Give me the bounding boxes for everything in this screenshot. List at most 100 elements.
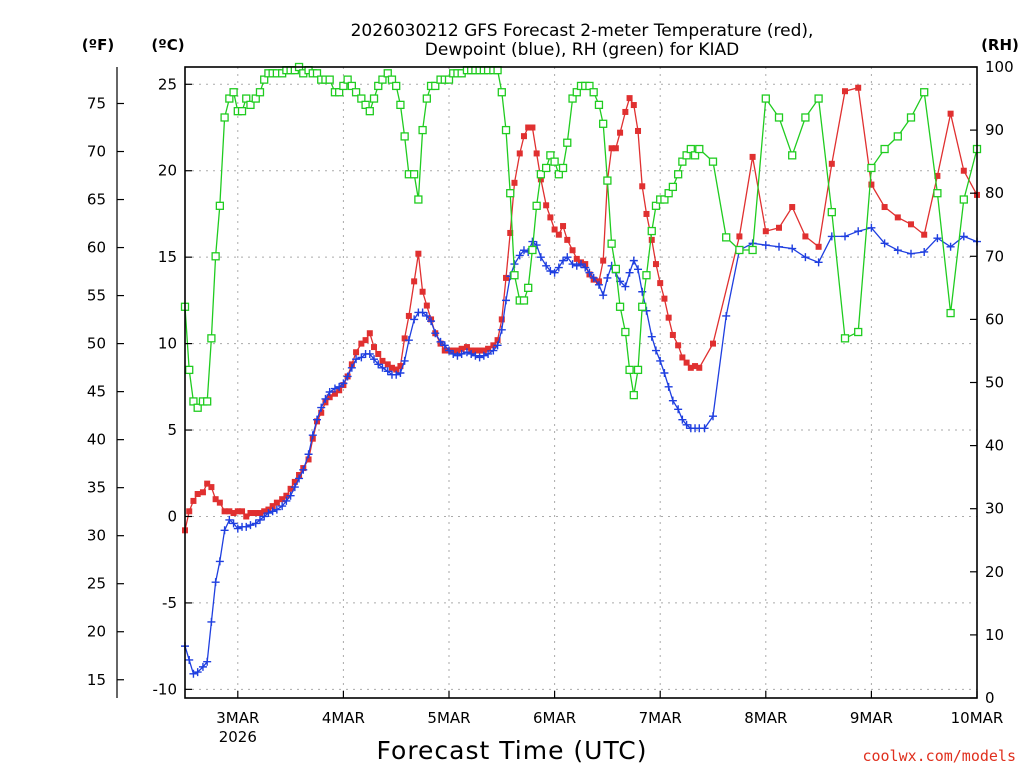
dewpoint-point bbox=[255, 515, 264, 524]
dewpoint-point bbox=[761, 241, 770, 250]
fahrenheit-tick-label: 70 bbox=[87, 143, 106, 161]
rh-point bbox=[378, 75, 387, 84]
x-tick-label: 5MAR bbox=[427, 709, 470, 727]
dewpoint-point bbox=[365, 349, 374, 358]
dewpoint-point bbox=[788, 244, 797, 253]
rh-point bbox=[827, 207, 836, 217]
dewpoint-point bbox=[246, 521, 255, 530]
temperature-point bbox=[868, 181, 875, 188]
dewpoint-point bbox=[215, 557, 224, 566]
rh-unit-label: (RH) bbox=[981, 36, 1019, 54]
dewpoint-point bbox=[229, 519, 238, 528]
dewpoint-point bbox=[278, 502, 287, 511]
dewpoint-point bbox=[841, 232, 849, 241]
rh-point bbox=[660, 195, 669, 204]
x-tick-label: 10MAR bbox=[951, 709, 1004, 727]
dewpoint-point bbox=[404, 336, 413, 345]
rh-point bbox=[629, 390, 638, 400]
temperature-point bbox=[239, 508, 246, 515]
dewpoint-point bbox=[603, 273, 612, 282]
temperature-point bbox=[476, 347, 483, 354]
temperature-point bbox=[503, 274, 510, 281]
dewpoint-point bbox=[532, 241, 541, 250]
celsius-tick-label: 15 bbox=[158, 248, 177, 266]
temperature-point bbox=[657, 280, 664, 287]
dewpoint-point bbox=[867, 223, 876, 232]
dewpoint-point bbox=[304, 450, 313, 459]
axes-layer: -10 -5 0 5 10 15 20 25 15 20 25 30 35 40 45 50 55 60 65 70 7… bbox=[87, 58, 1014, 746]
temperature-point bbox=[573, 255, 580, 262]
rh-point bbox=[563, 138, 572, 147]
temperature-point bbox=[401, 335, 408, 342]
temperature-point bbox=[622, 108, 629, 115]
rh-point bbox=[638, 302, 647, 311]
temperature-point bbox=[454, 347, 461, 354]
rh-point bbox=[674, 170, 683, 179]
temperature-point bbox=[894, 214, 901, 221]
chart-title-line2: Dewpoint (blue), RH (green) for KIAD bbox=[425, 40, 739, 60]
rh-point bbox=[867, 163, 876, 173]
dewpoint-point bbox=[445, 346, 453, 355]
x-tick-label: 3MAR bbox=[216, 709, 259, 727]
temperature-point bbox=[186, 508, 193, 515]
temperature-point bbox=[234, 508, 241, 515]
rh-point bbox=[550, 157, 559, 166]
temperature-point bbox=[485, 345, 492, 352]
dewpoint-point bbox=[396, 368, 405, 377]
dewpoint-point bbox=[233, 524, 242, 533]
fahrenheit-tick-label: 40 bbox=[87, 431, 106, 449]
rh-point bbox=[343, 75, 352, 84]
temperature-point bbox=[828, 160, 835, 167]
dewpoint-point bbox=[299, 465, 308, 474]
temperature-point bbox=[551, 226, 558, 233]
dewpoint-point bbox=[418, 308, 427, 317]
fahrenheit-tick-label: 75 bbox=[87, 94, 106, 112]
rh-point bbox=[633, 365, 643, 375]
celsius-tick-label: 0 bbox=[167, 507, 177, 525]
dewpoint-point bbox=[317, 403, 326, 412]
dewpoint-point bbox=[625, 268, 634, 277]
rh-point bbox=[215, 201, 224, 210]
rh-point bbox=[312, 69, 322, 78]
rh-point bbox=[410, 170, 419, 179]
temperature-point bbox=[273, 499, 280, 506]
rh-point bbox=[690, 151, 700, 160]
rh-line bbox=[184, 66, 978, 409]
temperature-point bbox=[789, 204, 796, 211]
dewpoint-point bbox=[264, 509, 273, 518]
rh-point bbox=[242, 94, 251, 103]
rh-point bbox=[536, 170, 546, 179]
rh-point bbox=[695, 144, 704, 154]
celsius-tick-label: 10 bbox=[158, 335, 177, 353]
x-tick-label: 6MAR bbox=[533, 709, 576, 727]
rh-point bbox=[678, 157, 687, 166]
dewpoint-point bbox=[242, 522, 251, 531]
dewpoint-point bbox=[392, 370, 401, 379]
temperature-point bbox=[405, 312, 412, 319]
temperature-point bbox=[507, 229, 514, 236]
temperature-point bbox=[490, 342, 497, 349]
dewpoint-point bbox=[449, 349, 458, 358]
temperature-point bbox=[423, 302, 430, 309]
rh-tick-label: 30 bbox=[985, 500, 1004, 518]
temperature-point bbox=[600, 257, 607, 264]
dewpoint-point bbox=[321, 394, 330, 403]
temperature-point bbox=[379, 357, 386, 364]
dewpoint-point bbox=[286, 491, 295, 500]
dewpoint-point bbox=[920, 247, 929, 256]
rh-point bbox=[255, 88, 265, 97]
dewpoint-point bbox=[475, 353, 484, 362]
temperature-point bbox=[692, 363, 699, 370]
dewpoint-point bbox=[572, 261, 581, 270]
temperature-point bbox=[458, 345, 465, 352]
dewpoint-point bbox=[801, 253, 810, 262]
celsius-tick-label: -5 bbox=[162, 594, 177, 612]
rh-point bbox=[387, 75, 397, 84]
dewpoint-point bbox=[347, 363, 356, 372]
dewpoint-point bbox=[251, 519, 260, 528]
temperature-point bbox=[190, 497, 197, 504]
temperature-point bbox=[199, 489, 206, 496]
dewpoint-point bbox=[502, 296, 511, 305]
dewpoint-point bbox=[427, 317, 436, 326]
